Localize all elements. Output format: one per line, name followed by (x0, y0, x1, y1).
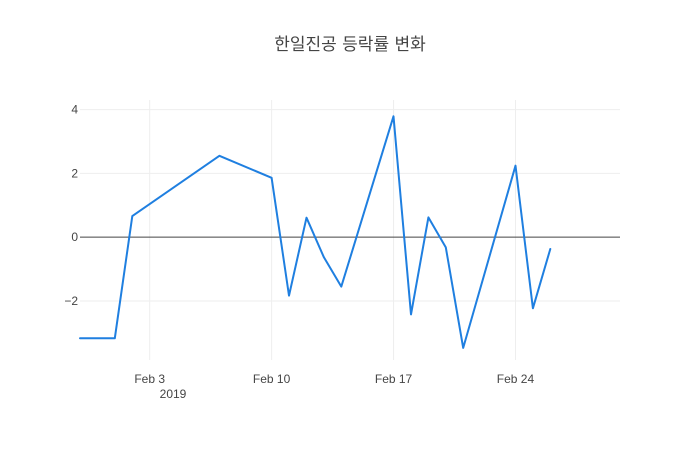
x-tick-label: Feb 17 (375, 372, 413, 386)
y-tick-label: 4 (71, 103, 78, 117)
y-tick-label: −2 (64, 294, 78, 308)
y-tick-label: 0 (71, 230, 78, 244)
y-axis-ticks: 4 2 0 −2 (64, 103, 78, 308)
x-tick-label: Feb 24 (497, 372, 535, 386)
x-tick-label: Feb 10 (253, 372, 291, 386)
x-tick-year-label: 2019 (160, 387, 187, 401)
chart-title: 한일진공 등락률 변화 (274, 35, 426, 55)
x-axis-ticks: Feb 3 Feb 10 Feb 17 Feb 24 (134, 372, 534, 386)
series-layer (79, 115, 552, 349)
x-tick-label: Feb 3 (134, 372, 165, 386)
y-tick-label: 2 (71, 166, 78, 180)
grid (80, 100, 620, 360)
series-line (79, 115, 552, 349)
